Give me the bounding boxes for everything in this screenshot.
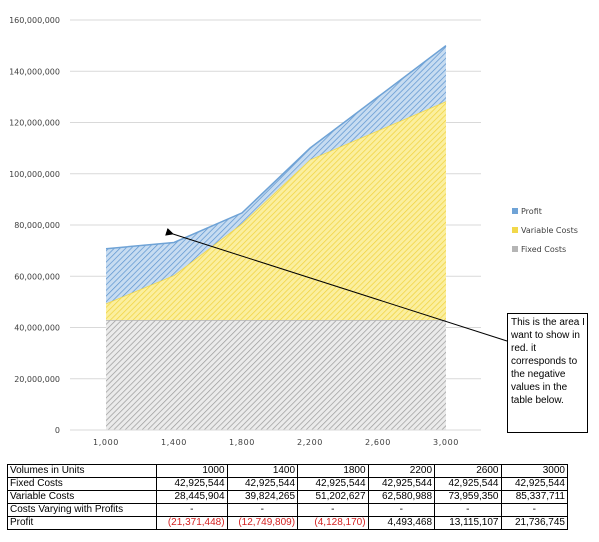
y-tick-label: 160,000,000	[9, 16, 60, 25]
table-cell: 42,925,544	[297, 477, 369, 491]
legend-swatch	[512, 246, 518, 252]
x-tick-label: 2,600	[365, 438, 391, 447]
table-cell: 4,493,468	[367, 516, 436, 530]
legend-label: Fixed Costs	[521, 245, 566, 254]
y-tick-label: 20,000,000	[14, 375, 60, 384]
table-cell: 85,337,711	[500, 490, 568, 504]
table-cell: -	[367, 503, 436, 517]
x-tick-label: 1,800	[229, 438, 255, 447]
table-cell: 13,115,107	[434, 516, 502, 530]
chart-area: 0 20,000,000 40,000,000 60,000,000 80,000,00…	[9, 16, 578, 447]
table-row: Fixed Costs 42,925,544 42,925,544 42,925,54…	[6, 477, 568, 491]
row-label: Profit	[6, 516, 158, 530]
table-row: Volumes in Units 1000 1400 1800 2200 2600 3000	[6, 464, 568, 478]
y-tick-label: 0	[55, 426, 60, 435]
row-label: Volumes in Units	[6, 464, 158, 478]
y-tick-label: 40,000,000	[14, 324, 60, 333]
legend-label: Profit	[521, 207, 542, 216]
table-row: Costs Varying with Profits - - - - - -	[6, 503, 568, 517]
y-tick-label: 120,000,000	[9, 119, 60, 128]
table-cell: -	[156, 503, 228, 517]
table-row: Variable Costs 28,445,904 39,824,265 51,202…	[6, 490, 568, 504]
legend: Profit Variable Costs Fixed Costs	[512, 207, 578, 254]
table-cell: (12,749,809)	[226, 516, 299, 530]
data-table: Volumes in Units 1000 1400 1800 2200 2600 3000…	[6, 464, 568, 530]
area-chart: 0 20,000,000 40,000,000 60,000,000 80,000,00…	[9, 16, 578, 447]
table-cell: 21,736,745	[500, 516, 568, 530]
table-cell: 51,202,627	[297, 490, 369, 504]
legend-swatch	[512, 208, 518, 214]
table-cell: 1000	[156, 464, 228, 478]
table-cell: 39,824,265	[226, 490, 299, 504]
table-cell: -	[297, 503, 369, 517]
table-cell: 3000	[500, 464, 568, 478]
fixed-costs-area	[106, 320, 446, 430]
y-tick-label: 80,000,000	[14, 221, 60, 230]
table-cell: 73,959,350	[434, 490, 502, 504]
table-cell: 1800	[297, 464, 369, 478]
table-cell: 1400	[226, 464, 299, 478]
profit-area-edge	[105, 45, 447, 250]
x-tick-label: 3,000	[433, 438, 459, 447]
row-label: Fixed Costs	[6, 477, 158, 491]
table-cell: 2200	[367, 464, 436, 478]
area-series	[105, 45, 447, 430]
table-cell: -	[434, 503, 502, 517]
row-label: Variable Costs	[6, 490, 158, 504]
annotation	[165, 228, 508, 342]
annotation-arrow	[165, 228, 508, 342]
legend-label: Variable Costs	[521, 226, 578, 235]
table-cell: (4,128,170)	[297, 516, 369, 530]
table-cell: -	[226, 503, 299, 517]
table-cell: 42,925,544	[367, 477, 436, 491]
variable-costs-area	[106, 101, 446, 320]
x-tick-label: 1,000	[93, 438, 119, 447]
y-tick-label: 100,000,000	[9, 170, 60, 179]
table-cell: 42,925,544	[156, 477, 228, 491]
legend-swatch	[512, 227, 518, 233]
table-cell: -	[500, 503, 568, 517]
table-cell: (21,371,448)	[156, 516, 228, 530]
y-tick-label: 60,000,000	[14, 272, 60, 281]
row-label: Costs Varying with Profits	[6, 503, 158, 517]
table-cell: 42,925,544	[434, 477, 502, 491]
x-tick-label: 2,200	[297, 438, 323, 447]
table-cell: 42,925,544	[226, 477, 299, 491]
table-cell: 28,445,904	[156, 490, 228, 504]
y-tick-label: 140,000,000	[9, 67, 60, 76]
table-cell: 42,925,544	[500, 477, 568, 491]
axes: 0 20,000,000 40,000,000 60,000,000 80,000,00…	[9, 16, 481, 447]
table-cell: 2600	[434, 464, 502, 478]
table-cell: 62,580,988	[367, 490, 436, 504]
x-tick-label: 1,400	[161, 438, 187, 447]
table-row: Profit (21,371,448) (12,749,809) (4,128,170…	[6, 516, 568, 530]
callout-text-box: This is the area I want to show in red. …	[507, 313, 588, 433]
